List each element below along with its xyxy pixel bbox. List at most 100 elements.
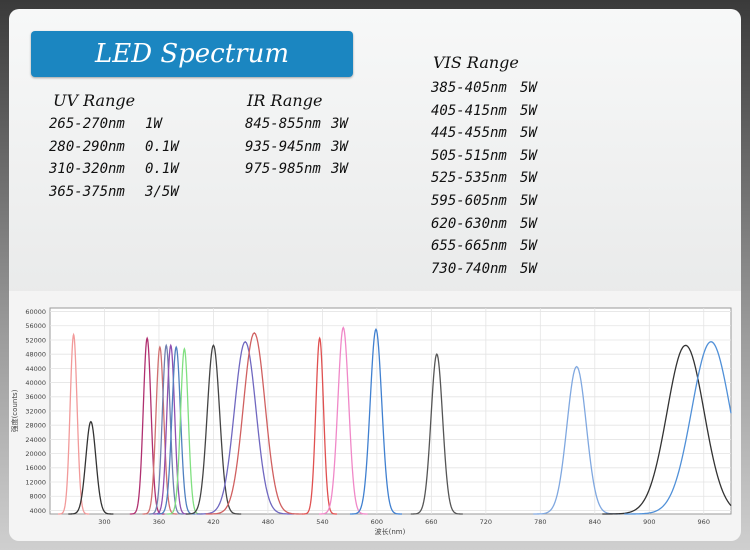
y-tick-label: 32000 <box>25 407 46 415</box>
vis-item-power: 5W <box>520 125 537 142</box>
x-tick-label: 420 <box>207 518 219 526</box>
uv-range-group: UV Range 265-270nm 1W 280-290nm 0.1W 310-3… <box>49 89 179 203</box>
vis-item-range: 655-665nm <box>431 238 507 255</box>
uv-item-range: 265-270nm <box>49 116 125 132</box>
y-tick-label: 20000 <box>25 450 46 458</box>
y-axis-label: 强度(counts) <box>10 389 19 432</box>
y-tick-label: 60000 <box>25 308 46 316</box>
uv-item: 265-270nm 1W <box>49 113 179 136</box>
uv-item-range: 280-290nm <box>49 138 125 155</box>
vis-item: 730-740nm 5W <box>431 258 537 281</box>
spectrum-series-line <box>167 347 202 515</box>
y-tick-label: 4000 <box>29 507 46 515</box>
y-tick-label: 40000 <box>25 379 46 387</box>
vis-item: 385-405nm 5W <box>431 77 537 100</box>
y-tick-labels: 4000 8000 12000 16000 20000 24000 28000 32000 36… <box>25 308 46 515</box>
spectrum-series-line <box>533 365 621 515</box>
y-tick-label: 56000 <box>25 322 46 330</box>
uv-item-power: 3/5W <box>145 183 179 200</box>
vis-item-range: 505-515nm <box>431 147 507 164</box>
ir-item: 935-945nm 3W <box>245 136 348 159</box>
vis-item: 405-415nm 5W <box>431 100 537 123</box>
vis-range-heading: VIS Range <box>433 53 519 72</box>
x-tick-label: 660 <box>425 518 437 526</box>
x-tick-label: 480 <box>262 518 274 526</box>
x-axis-label: 波长(nm) <box>375 527 406 536</box>
y-tick-label: 8000 <box>29 493 46 501</box>
ir-item-power: 3W <box>331 138 348 155</box>
ir-range-group: IR Range 845-855nm 3W 935-945nm 3W 975-985… <box>245 89 348 181</box>
vis-item: 505-515nm 5W <box>431 145 537 168</box>
ir-range-heading: IR Range <box>247 91 323 110</box>
x-tick-label: 300 <box>98 518 110 526</box>
spectrum-series-line <box>196 340 294 515</box>
uv-item: 365-375nm 3/5W <box>49 181 179 204</box>
vis-item-range: 620-630nm <box>431 215 507 232</box>
uv-item-power: 1W <box>145 116 162 132</box>
vis-item-range: 385-405nm <box>431 80 507 96</box>
x-tick-label: 780 <box>534 518 546 526</box>
ir-item-range: 845-855nm <box>245 116 321 132</box>
x-tick-label: 900 <box>643 518 655 526</box>
uv-item-power: 0.1W <box>145 138 179 155</box>
x-tick-label: 720 <box>480 518 492 526</box>
vis-item: 620-630nm 5W <box>431 213 537 236</box>
vis-item-range: 405-415nm <box>431 102 507 119</box>
ir-item: 975-985nm 3W <box>245 158 348 181</box>
ir-item-power: 3W <box>331 116 348 132</box>
spectrum-series-line <box>157 345 196 515</box>
vis-item-power: 5W <box>520 238 537 255</box>
y-tick-label: 52000 <box>25 336 46 344</box>
y-tick-label: 44000 <box>25 365 46 373</box>
vis-item-power: 5W <box>520 170 537 187</box>
vis-item-range: 595-605nm <box>431 192 507 209</box>
uv-item: 310-320nm 0.1W <box>49 158 179 181</box>
spectrum-series-line <box>410 352 463 515</box>
vis-item: 655-665nm 5W <box>431 235 537 258</box>
uv-item: 280-290nm 0.1W <box>49 136 179 159</box>
ir-item: 845-855nm 3W <box>245 113 348 136</box>
vis-item: 445-455nm 5W <box>431 122 537 145</box>
x-tick-label: 960 <box>698 518 710 526</box>
spectrum-series-line <box>148 343 184 515</box>
y-tick-label: 12000 <box>25 478 46 486</box>
ir-item-power: 3W <box>331 161 348 178</box>
x-tick-label: 540 <box>316 518 328 526</box>
spectrum-series-line <box>624 341 732 515</box>
spectrum-series-line <box>185 344 242 515</box>
y-tick-label: 48000 <box>25 351 46 359</box>
vis-item-power: 5W <box>520 147 537 164</box>
uv-item-range: 310-320nm <box>49 161 125 178</box>
x-tick-label: 600 <box>371 518 383 526</box>
vis-item-power: 5W <box>520 192 537 209</box>
spectrum-series-line <box>349 327 402 515</box>
x-tick-label: 360 <box>153 518 165 526</box>
spectrum-series-line <box>153 343 189 515</box>
vis-item-power: 5W <box>520 215 537 232</box>
y-tick-label: 28000 <box>25 422 46 430</box>
spectrum-card: LED Spectrum UV Range 265-270nm 1W 280-29… <box>9 9 741 541</box>
uv-range-heading: UV Range <box>53 91 136 110</box>
vis-item-power: 5W <box>520 80 537 96</box>
spectrum-series-line <box>302 336 338 515</box>
spectrum-series-line <box>57 332 90 515</box>
vis-range-group: VIS Range 385-405nm 5W 405-415nm 5W 445-45… <box>431 49 537 280</box>
spectrum-chart: 4000 8000 12000 16000 20000 24000 28000 32000 36… <box>9 291 741 541</box>
y-tick-label: 16000 <box>25 464 46 472</box>
spectrum-series-line <box>205 331 303 515</box>
vis-item-power: 5W <box>520 260 537 277</box>
vis-item: 595-605nm 5W <box>431 190 537 213</box>
spectrum-series-line <box>602 344 732 515</box>
y-tick-label: 36000 <box>25 393 46 401</box>
ir-item-range: 935-945nm <box>245 138 321 155</box>
vis-item-range: 445-455nm <box>431 125 507 142</box>
spectrum-series-line <box>142 345 178 515</box>
spectrum-series-line <box>68 420 114 515</box>
page-title: LED Spectrum <box>31 31 353 77</box>
x-tick-label: 840 <box>589 518 601 526</box>
y-tick-label: 24000 <box>25 436 46 444</box>
vis-item-power: 5W <box>520 102 537 119</box>
vis-item: 525-535nm 5W <box>431 167 537 190</box>
ir-item-range: 975-985nm <box>245 161 321 178</box>
vis-item-range: 730-740nm <box>431 260 507 277</box>
